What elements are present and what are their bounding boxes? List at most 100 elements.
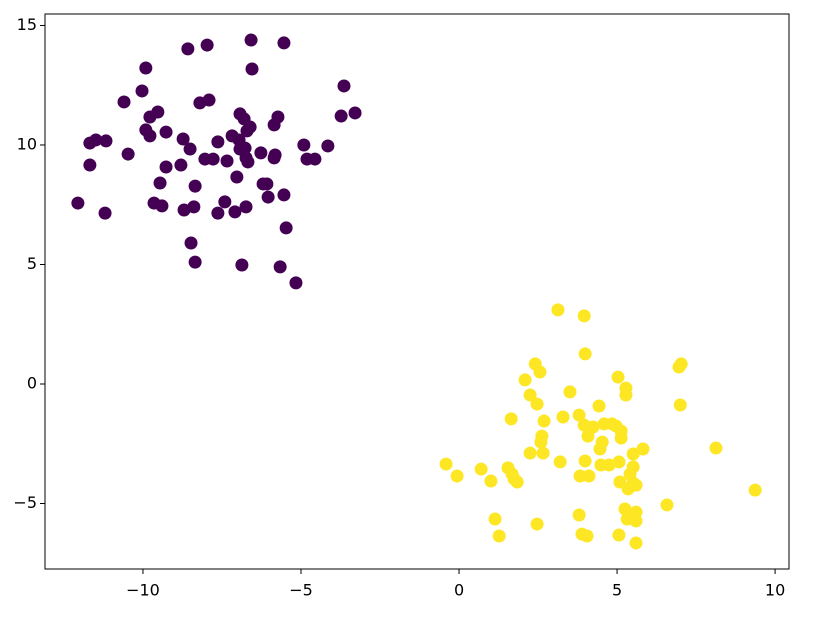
point (174, 158, 188, 172)
point (321, 139, 335, 153)
point (611, 370, 625, 384)
point (674, 357, 688, 371)
point (748, 483, 762, 497)
point (629, 514, 643, 528)
point (155, 199, 169, 213)
point (211, 206, 225, 220)
point (176, 132, 190, 146)
point (273, 260, 287, 274)
point (151, 105, 165, 119)
point (709, 441, 723, 455)
point (235, 258, 249, 272)
point (308, 152, 322, 166)
point (484, 474, 498, 488)
point (244, 33, 258, 47)
point (260, 177, 274, 191)
point (551, 303, 565, 317)
point (99, 134, 113, 148)
point (619, 388, 633, 402)
y-tick-label: 10 (17, 134, 37, 153)
point (530, 397, 544, 411)
point (139, 61, 153, 75)
point (530, 517, 544, 531)
y-tick-label: 15 (17, 15, 37, 34)
point (159, 160, 173, 174)
point (556, 410, 570, 424)
point (187, 200, 201, 214)
x-tick-label: 10 (765, 581, 785, 600)
point (563, 385, 577, 399)
point (629, 478, 643, 492)
point (220, 154, 234, 168)
point (533, 365, 547, 379)
point (488, 512, 502, 526)
y-tick-label: −5 (13, 493, 37, 512)
x-tick-label: −10 (126, 581, 160, 600)
x-tick-label: 5 (612, 581, 622, 600)
point (612, 528, 626, 542)
point (188, 255, 202, 269)
point (629, 536, 643, 550)
point (518, 373, 532, 387)
point (230, 170, 244, 184)
point (334, 109, 348, 123)
point (245, 62, 259, 76)
point (578, 454, 592, 468)
point (279, 221, 293, 235)
point (121, 147, 135, 161)
point (297, 138, 311, 152)
y-tick-label: 0 (27, 374, 37, 393)
point (595, 435, 609, 449)
point (143, 129, 157, 143)
point (660, 498, 674, 512)
point (572, 508, 586, 522)
point (553, 455, 567, 469)
point (523, 388, 537, 402)
point (254, 146, 268, 160)
point (450, 469, 464, 483)
point (337, 79, 351, 93)
point (535, 429, 549, 443)
point (183, 142, 197, 156)
point (83, 158, 97, 172)
point (586, 420, 600, 434)
point (228, 205, 242, 219)
point (188, 179, 202, 193)
point (181, 42, 195, 56)
point (523, 446, 537, 460)
point (510, 475, 524, 489)
point (135, 84, 149, 98)
point (626, 447, 640, 461)
point (492, 529, 506, 543)
point (277, 188, 291, 202)
point (243, 120, 257, 134)
point (618, 502, 632, 516)
y-tick-label: 5 (27, 254, 37, 273)
point (582, 469, 596, 483)
x-tick-label: −5 (289, 581, 313, 600)
point (267, 151, 281, 165)
point (238, 141, 252, 155)
point (277, 36, 291, 50)
x-tick-label: 0 (454, 581, 464, 600)
point (241, 155, 255, 169)
point (117, 95, 131, 109)
point (474, 462, 488, 476)
point (612, 455, 626, 469)
point (602, 458, 616, 472)
point (218, 195, 232, 209)
point (71, 196, 85, 210)
point (348, 106, 362, 120)
point (536, 446, 550, 460)
point (578, 347, 592, 361)
point (626, 460, 640, 474)
point (153, 176, 167, 190)
point (239, 200, 253, 214)
point (439, 457, 453, 471)
point (200, 38, 214, 52)
point (572, 408, 586, 422)
point (177, 203, 191, 217)
point (504, 412, 518, 426)
